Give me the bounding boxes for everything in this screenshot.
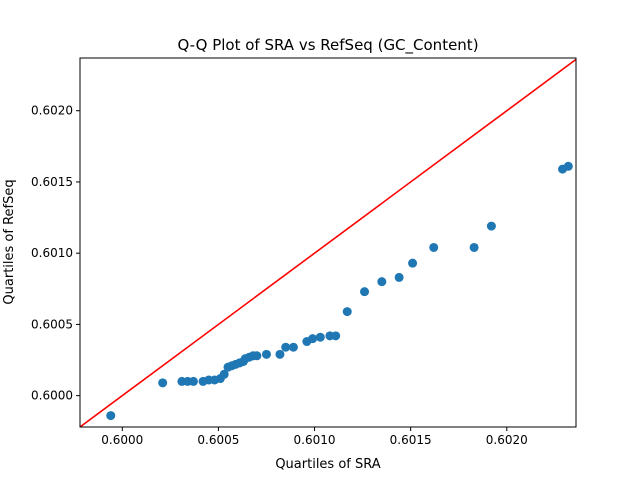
data-point [377,277,387,287]
data-point [408,258,418,268]
data-point [394,272,404,282]
y-axis-label: Quartiles of RefSeq [2,179,17,304]
data-point [429,242,439,252]
data-point [261,349,271,359]
chart-title: Q-Q Plot of SRA vs RefSeq (GC_Content) [177,36,478,55]
x-tick-label: 0.6015 [390,433,432,447]
data-point [469,242,479,252]
data-point [158,378,168,388]
data-point [106,411,116,421]
data-point [188,376,198,386]
data-point [360,287,370,297]
x-axis-label: Quartiles of SRA [275,457,380,472]
data-point [281,342,291,352]
data-point [486,221,496,231]
x-tick-label: 0.6000 [101,433,143,447]
data-point [315,332,325,342]
y-tick-label: 0.6015 [31,175,73,189]
data-point [252,351,262,361]
x-tick-label: 0.6020 [486,433,528,447]
y-tick-label: 0.6020 [31,104,73,118]
data-point [308,334,318,344]
y-tick-label: 0.6005 [31,317,73,331]
data-point [342,307,352,317]
reference-line [80,58,576,427]
data-point [288,342,298,352]
x-tick-label: 0.6010 [294,433,336,447]
y-tick-label: 0.6000 [31,389,73,403]
data-point [275,349,285,359]
x-axis: 0.6000 0.6005 0.6010 0.6015 0.6020 [101,427,528,447]
data-point [563,161,573,171]
y-axis: 0.6000 0.6005 0.6010 0.6015 0.6020 [31,104,80,403]
y-tick-label: 0.6010 [31,246,73,260]
data-point [331,331,341,341]
plot-area [80,58,576,427]
x-tick-label: 0.6005 [197,433,239,447]
axes-frame [79,57,577,428]
data-point [219,369,229,379]
